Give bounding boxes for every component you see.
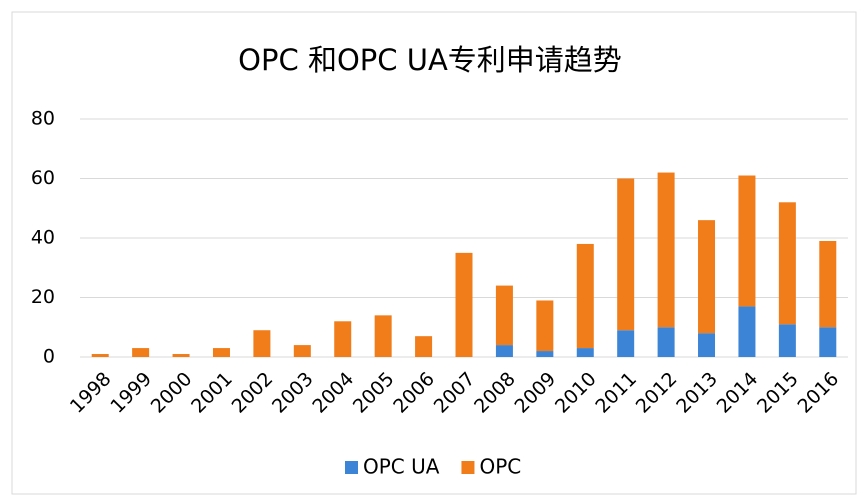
bar — [576, 348, 594, 357]
bar — [455, 252, 473, 357]
bar — [738, 175, 756, 307]
chart-title: OPC 和OPC UA专利申请趋势 — [238, 43, 622, 77]
bar — [293, 345, 311, 357]
bar — [657, 172, 675, 328]
bar — [738, 306, 756, 357]
bar — [91, 354, 109, 357]
bar — [819, 327, 837, 357]
bar — [132, 348, 150, 357]
bar — [536, 351, 554, 357]
y-tick-label: 0 — [43, 346, 55, 368]
chart-border — [11, 11, 857, 495]
bar — [253, 330, 271, 357]
legend-swatch — [345, 461, 358, 474]
bar — [819, 240, 837, 328]
y-tick-label: 60 — [31, 167, 55, 189]
bar — [698, 333, 716, 357]
bar — [334, 321, 352, 357]
y-tick-label: 20 — [31, 286, 55, 308]
bar — [415, 336, 433, 357]
legend-label: OPC — [479, 455, 521, 479]
legend-label: OPC UA — [363, 455, 440, 479]
y-tick-label: 80 — [31, 108, 55, 130]
bar — [495, 345, 513, 357]
bar — [778, 202, 796, 325]
bar — [617, 330, 635, 357]
bar — [374, 315, 392, 357]
bar — [617, 178, 635, 331]
y-tick-label: 40 — [31, 227, 55, 249]
bar — [212, 348, 230, 357]
bar — [778, 324, 796, 357]
bar — [172, 354, 190, 357]
bar — [698, 220, 716, 334]
legend-swatch — [461, 461, 475, 474]
bar — [536, 300, 554, 352]
bar — [657, 327, 675, 357]
bar — [576, 243, 594, 349]
bar — [495, 285, 513, 346]
